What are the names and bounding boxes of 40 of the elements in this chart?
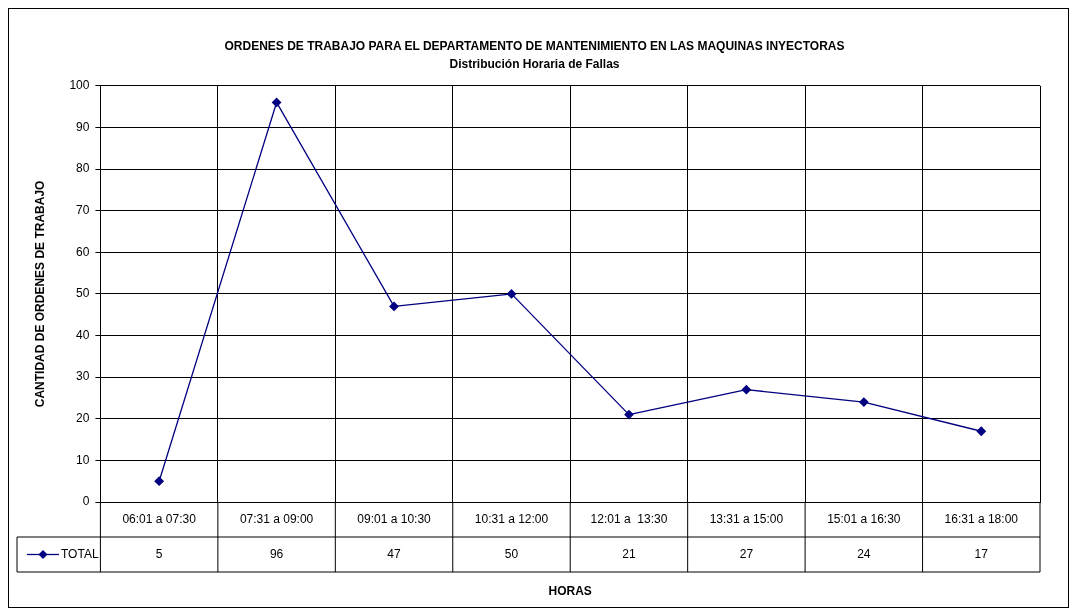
y-tick-label: 60	[76, 244, 90, 259]
y-tick-label: 50	[76, 286, 90, 301]
x-tick-label: 16:31 a 18:00	[944, 511, 1019, 526]
x-axis-title: HORAS	[548, 584, 592, 599]
data-label: 5	[155, 546, 163, 561]
data-label: 50	[504, 546, 519, 561]
x-tick-label: 10:31 a 12:00	[474, 511, 549, 526]
y-tick-label: 90	[76, 119, 90, 134]
y-tick-label: 100	[69, 78, 90, 93]
y-tick-label: 20	[76, 411, 90, 426]
chart-subtitle: Distribución Horaria de Fallas	[449, 56, 620, 71]
data-label: 96	[269, 546, 284, 561]
x-tick-label: 12:01 a 13:30	[590, 511, 668, 526]
point	[506, 289, 517, 299]
data-label: 21	[622, 546, 636, 561]
x-tick-label: 07:31 a 09:00	[239, 511, 314, 526]
point	[976, 426, 986, 436]
point	[859, 397, 869, 407]
x-tick-label: 09:01 a 10:30	[357, 511, 432, 526]
y-tick-label: 10	[76, 452, 90, 467]
x-tick-label: 13:31 a 15:00	[709, 511, 784, 526]
point	[271, 97, 282, 108]
y-tick-label: 0	[82, 494, 90, 509]
data-label: 24	[857, 546, 871, 561]
x-tick-label: 06:01 a 07:30	[122, 511, 197, 526]
y-tick-label: 40	[76, 327, 90, 342]
point	[154, 476, 164, 486]
data-label: 27	[739, 546, 754, 561]
y-axis-title: CANTIDAD DE ORDENES DE TRABAJO	[32, 180, 47, 408]
data-label: 17	[974, 546, 989, 561]
chart-title: ORDENES DE TRABAJO PARA EL DEPARTAMENTO DE MANTENIMIENTO EN LAS MAQUINAS INYECTORAS	[224, 38, 845, 53]
data-label: 47	[387, 546, 402, 561]
y-tick-label: 80	[76, 161, 90, 176]
x-tick-label: 15:01 a 16:30	[827, 511, 901, 526]
point	[624, 409, 634, 420]
point	[741, 384, 752, 395]
legend-label: TOTAL	[61, 546, 99, 561]
y-tick-label: 30	[76, 369, 90, 384]
y-tick-label: 70	[76, 202, 90, 217]
point	[389, 301, 399, 312]
